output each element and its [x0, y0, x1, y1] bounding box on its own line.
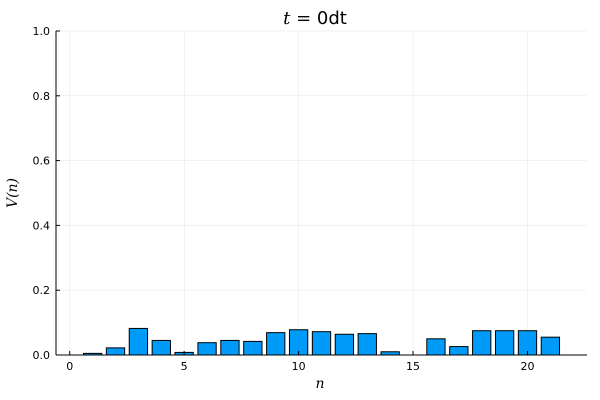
- bar-19: [494, 330, 515, 356]
- bar-12: [334, 333, 355, 356]
- bar-18: [472, 330, 492, 356]
- x-axis-label: n: [315, 376, 324, 392]
- bar-2: [105, 347, 126, 356]
- y-tick-label: 0.2: [33, 284, 51, 297]
- bar-6: [197, 342, 217, 356]
- x-tick-label: 10: [292, 360, 306, 373]
- chart-title: t = 0dt: [283, 8, 347, 29]
- y-tick-label: 0.0: [33, 349, 51, 362]
- x-tick-label: 15: [406, 360, 420, 373]
- bar-16: [426, 338, 446, 356]
- bar-4: [151, 339, 171, 356]
- y-axis-label: V(n): [5, 178, 21, 208]
- bars: [82, 327, 561, 356]
- x-tick-label: 0: [66, 360, 73, 373]
- bar-3: [128, 327, 149, 356]
- tick-labels: 0 5 10 15 20 0.0 0.2 0.4 0.6 0.8 1.0: [33, 25, 535, 373]
- y-tick-label: 0.6: [33, 155, 51, 168]
- title-text: 0dt: [317, 8, 347, 29]
- x-tick-label: 5: [181, 360, 188, 373]
- bar-9: [266, 332, 286, 356]
- x-tick-label: 20: [520, 360, 534, 373]
- y-tick-label: 0.8: [33, 90, 51, 103]
- y-tick-label: 1.0: [33, 25, 51, 38]
- bar-7: [220, 339, 240, 356]
- y-tick-label: 0.4: [33, 219, 51, 232]
- title-math: t =: [283, 8, 317, 29]
- bar-21: [540, 336, 561, 356]
- bar-11: [311, 331, 332, 356]
- bar-17: [449, 346, 469, 356]
- bar-13: [357, 333, 377, 356]
- bar-8: [243, 340, 263, 356]
- axes: [55, 30, 587, 356]
- grid-lines: [56, 30, 587, 356]
